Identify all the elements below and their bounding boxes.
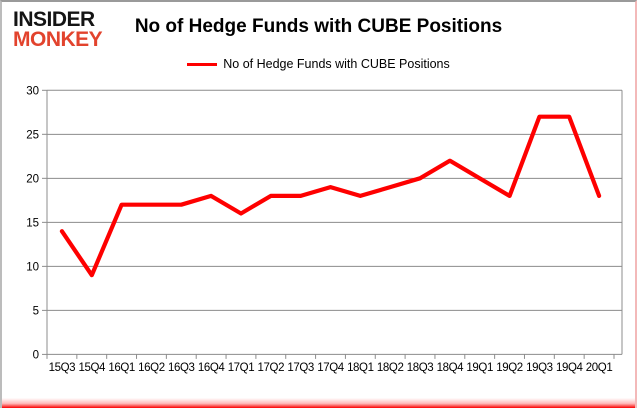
x-tick-label: 18Q3 <box>407 362 434 374</box>
x-tick-label: 20Q1 <box>586 362 613 374</box>
x-tick-label: 16Q2 <box>138 362 165 374</box>
x-tick-label: 19Q3 <box>526 362 553 374</box>
x-tick-label: 15Q3 <box>49 362 76 374</box>
chart-title: No of Hedge Funds with CUBE Positions <box>134 16 503 37</box>
x-tick-label: 17Q2 <box>258 362 285 374</box>
logo-line-insider: INSIDER <box>13 8 95 31</box>
bottom-border-gradient <box>2 398 635 408</box>
x-tick-label: 16Q4 <box>198 362 226 374</box>
x-tick-label: 19Q1 <box>466 362 493 374</box>
legend-line-swatch <box>187 62 218 66</box>
x-tick-label: 16Q3 <box>168 362 195 374</box>
x-tick-label: 17Q4 <box>317 362 345 374</box>
x-tick-label: 19Q4 <box>556 362 584 374</box>
x-tick-label: 18Q1 <box>347 362 374 374</box>
x-tick-label: 17Q1 <box>228 362 255 374</box>
x-tick-label: 17Q3 <box>287 362 314 374</box>
x-tick-label: 18Q2 <box>377 362 404 374</box>
y-tick-label: 0 <box>33 349 39 361</box>
x-tick-label: 18Q4 <box>437 362 465 374</box>
y-tick-label: 25 <box>26 129 39 141</box>
y-tick-label: 10 <box>26 261 39 273</box>
logo-line-monkey: MONKEY <box>13 27 103 51</box>
y-tick-label: 5 <box>33 305 39 317</box>
legend: No of Hedge Funds with CUBE Positions <box>2 57 635 71</box>
insider-monkey-logo: INSIDER MONKEY <box>13 8 103 51</box>
legend-label: No of Hedge Funds with CUBE Positions <box>223 57 450 71</box>
y-tick-label: 15 <box>26 217 39 229</box>
x-tick-label: 19Q2 <box>496 362 523 374</box>
series-line <box>59 114 602 278</box>
x-tick-label: 16Q1 <box>108 362 135 374</box>
x-tick-label: 15Q4 <box>78 362 106 374</box>
y-tick-label: 30 <box>26 85 39 97</box>
y-tick-label: 20 <box>26 173 39 185</box>
